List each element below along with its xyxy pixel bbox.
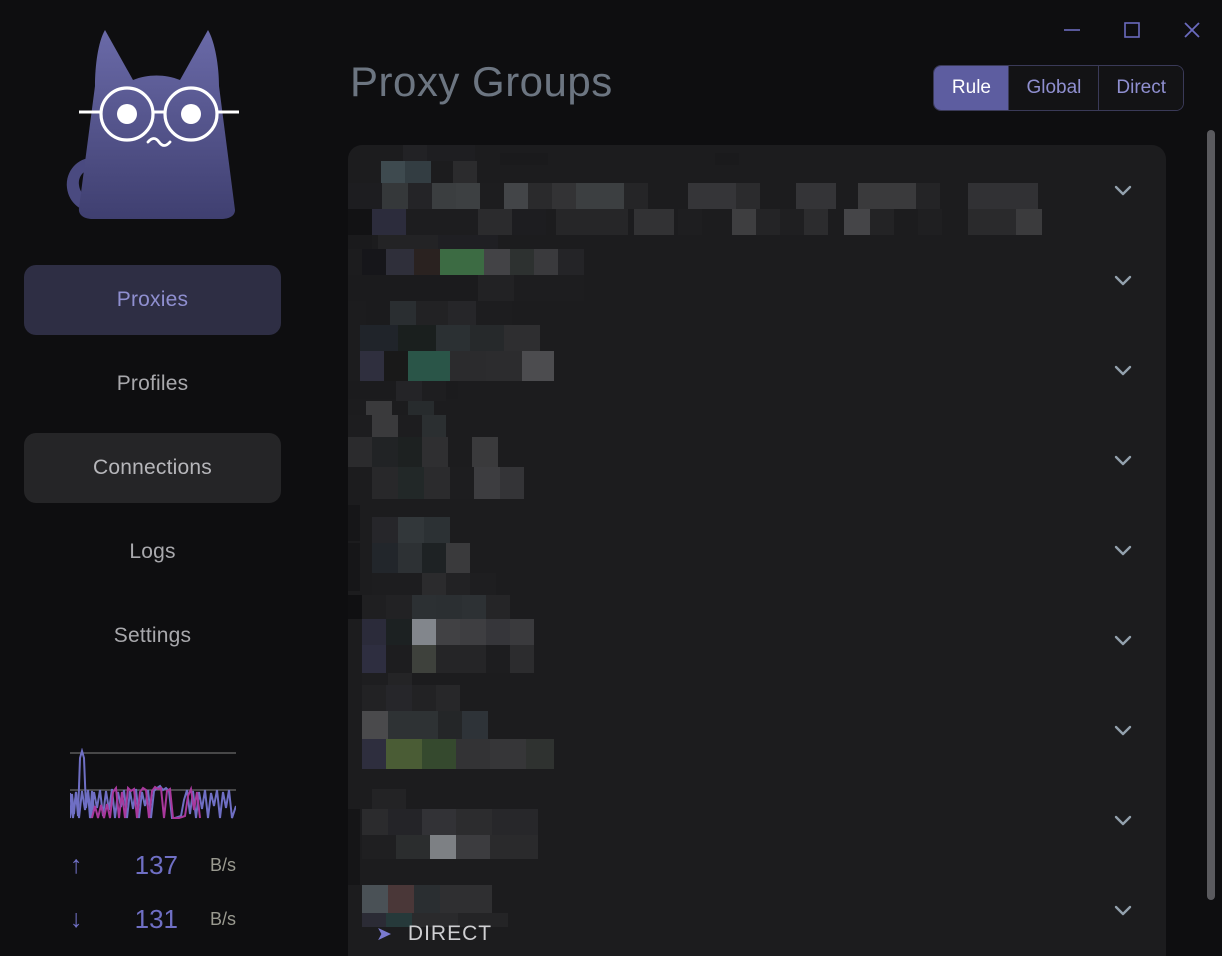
redacted-content (348, 505, 1166, 595)
redacted-content (348, 775, 1166, 865)
scrollbar[interactable] (1204, 100, 1218, 956)
maximize-icon (1121, 19, 1143, 41)
mode-button-global[interactable]: Global (1009, 66, 1100, 110)
redacted-content (348, 235, 1166, 325)
upload-speed: ↑ 137 B/s (0, 838, 305, 892)
maximize-button[interactable] (1102, 0, 1162, 60)
proxy-node-direct[interactable]: ➤ DIRECT (348, 913, 1166, 955)
download-speed: ↓ 131 B/s (0, 892, 305, 946)
sidebar-item-label: Proxies (116, 288, 189, 311)
scrollbar-thumb[interactable] (1207, 130, 1215, 900)
redacted-content (348, 415, 1166, 505)
proxy-group-row[interactable] (348, 415, 1166, 505)
close-icon (1180, 18, 1204, 42)
proxy-group-row[interactable] (348, 685, 1166, 775)
mode-label: Rule (951, 77, 991, 98)
sidebar-item-proxies[interactable]: Proxies (24, 265, 281, 335)
sidebar: Proxies Profiles Connections Logs Settin… (0, 0, 305, 956)
traffic-graph (69, 748, 236, 824)
sidebar-item-label: Profiles (116, 372, 189, 395)
redacted-content (348, 865, 1166, 955)
proxy-group-row[interactable] (348, 145, 1166, 235)
proxy-node-label: DIRECT (407, 922, 493, 945)
app-logo (0, 18, 305, 238)
chevron-down-icon[interactable] (1110, 897, 1136, 923)
chevron-down-icon[interactable] (1110, 447, 1136, 473)
mode-toggle-group: Rule Global Direct (933, 65, 1184, 111)
chevron-down-icon[interactable] (1110, 627, 1136, 653)
proxy-groups-list: ➤ DIRECT (348, 145, 1166, 956)
mode-button-rule[interactable]: Rule (934, 66, 1010, 110)
download-unit: B/s (210, 908, 237, 929)
sidebar-item-label: Settings (113, 624, 192, 647)
chevron-down-icon[interactable] (1110, 267, 1136, 293)
page-title: Proxy Groups (350, 58, 613, 105)
upload-unit: B/s (210, 854, 237, 875)
arrow-down-icon: ↓ (70, 904, 83, 933)
sidebar-item-settings[interactable]: Settings (24, 601, 281, 671)
proxy-group-row[interactable] (348, 775, 1166, 865)
proxy-group-row[interactable] (348, 595, 1166, 685)
close-button[interactable] (1162, 0, 1222, 60)
sidebar-item-label: Logs (129, 540, 176, 563)
window-controls (1042, 0, 1222, 60)
cat-logo-icon (53, 18, 253, 238)
proxy-group-row[interactable] (348, 325, 1166, 415)
proxy-group-row[interactable]: ➤ DIRECT (348, 865, 1166, 955)
send-arrow-icon: ➤ (376, 923, 392, 945)
upload-value: 137 (134, 849, 178, 880)
redacted-content (348, 595, 1166, 685)
download-value: 131 (134, 903, 178, 934)
minimize-icon (1061, 19, 1083, 41)
mode-label: Global (1026, 77, 1082, 98)
sidebar-item-logs[interactable]: Logs (24, 517, 281, 587)
chevron-down-icon[interactable] (1110, 357, 1136, 383)
sidebar-item-profiles[interactable]: Profiles (24, 349, 281, 419)
chevron-down-icon[interactable] (1110, 537, 1136, 563)
sidebar-item-connections[interactable]: Connections (24, 433, 281, 503)
sidebar-nav: Proxies Profiles Connections Logs Settin… (24, 265, 281, 685)
redacted-content (348, 145, 1166, 235)
mode-label: Direct (1116, 77, 1166, 98)
chevron-down-icon[interactable] (1110, 807, 1136, 833)
proxy-group-row[interactable] (348, 505, 1166, 595)
proxy-group-row[interactable] (348, 235, 1166, 325)
traffic-panel: ↑ 137 B/s ↓ 131 B/s (0, 748, 305, 946)
arrow-up-icon: ↑ (70, 850, 83, 879)
mode-button-direct[interactable]: Direct (1099, 66, 1183, 110)
sidebar-item-label: Connections (93, 456, 212, 479)
redacted-content (348, 685, 1166, 775)
minimize-button[interactable] (1042, 0, 1102, 60)
chevron-down-icon[interactable] (1110, 717, 1136, 743)
redacted-content (348, 325, 1166, 415)
chevron-down-icon[interactable] (1110, 177, 1136, 203)
